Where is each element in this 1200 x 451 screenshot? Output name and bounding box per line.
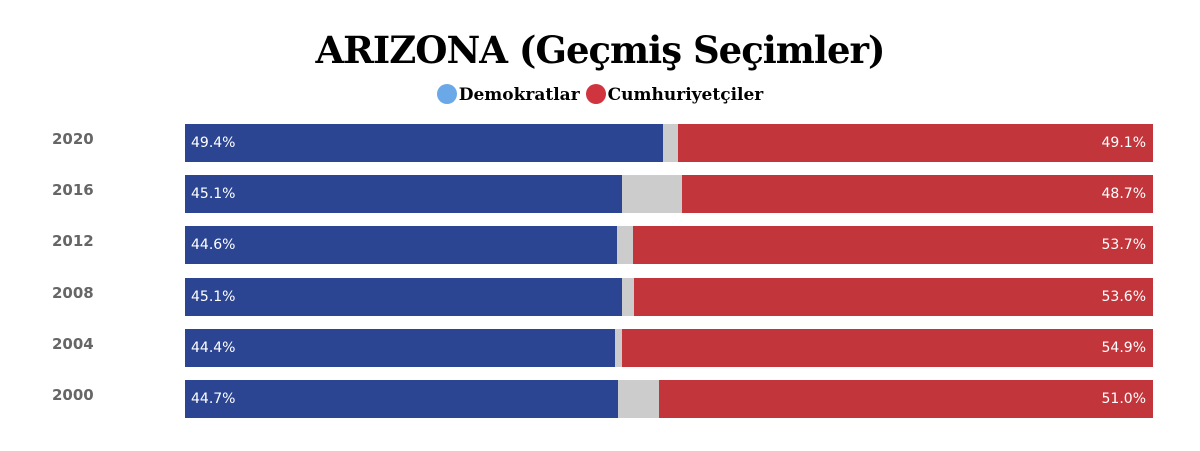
rep-bar — [634, 277, 1153, 316]
year-label: 2008 — [52, 283, 94, 302]
rep-value-label: 53.7% — [1101, 237, 1146, 254]
dem-value-label: 45.1% — [191, 288, 236, 305]
dem-bar — [185, 226, 617, 265]
bar-row: 2008 45.1% 53.6% — [0, 277, 1200, 316]
rep-value-label: 53.6% — [1101, 288, 1146, 305]
dem-value-label: 44.7% — [191, 391, 236, 407]
legend-rep-swatch — [585, 84, 606, 104]
bar-row: 2012 44.6% 53.7% — [0, 226, 1200, 265]
bar-row: 2020 49.4% 49.1% — [0, 124, 1200, 162]
chart-title: ARIZONA (Geçmiş Seçimler) — [315, 28, 885, 72]
dem-bar — [185, 124, 664, 162]
bar-row: 2016 45.1% 48.7% — [0, 175, 1200, 214]
legend: Demokratlar Cumhuriyetçiler — [0, 84, 1200, 105]
dem-bar — [185, 175, 622, 214]
year-label: 2012 — [52, 232, 94, 251]
dem-bar — [185, 380, 618, 418]
dem-value-label: 44.4% — [191, 339, 236, 356]
legend-rep-label: Cumhuriyetçiler — [607, 85, 764, 105]
rep-value-label: 49.1% — [1101, 135, 1146, 151]
dem-bar — [185, 328, 615, 367]
rep-bar — [681, 175, 1153, 214]
year-label: 2020 — [52, 130, 94, 148]
bar-row: 2000 44.7% 51.0% — [0, 380, 1200, 418]
rep-value-label: 48.7% — [1101, 186, 1146, 203]
dem-bar — [185, 277, 622, 316]
legend-dem-label: Demokratlar — [458, 85, 580, 105]
year-label: 2000 — [52, 386, 94, 404]
bar-row: 2004 44.4% 54.9% — [0, 328, 1200, 367]
legend-dem-swatch — [436, 84, 457, 104]
dem-value-label: 44.6% — [191, 237, 236, 254]
rep-bar — [659, 380, 1153, 418]
rep-bar — [677, 124, 1153, 162]
dem-value-label: 49.4% — [191, 135, 236, 151]
rep-value-label: 54.9% — [1101, 339, 1146, 356]
rep-value-label: 51.0% — [1101, 391, 1146, 407]
year-label: 2016 — [52, 181, 94, 200]
dem-value-label: 45.1% — [191, 186, 236, 203]
year-label: 2004 — [52, 334, 94, 353]
rep-bar — [633, 226, 1153, 265]
rep-bar — [621, 328, 1153, 367]
